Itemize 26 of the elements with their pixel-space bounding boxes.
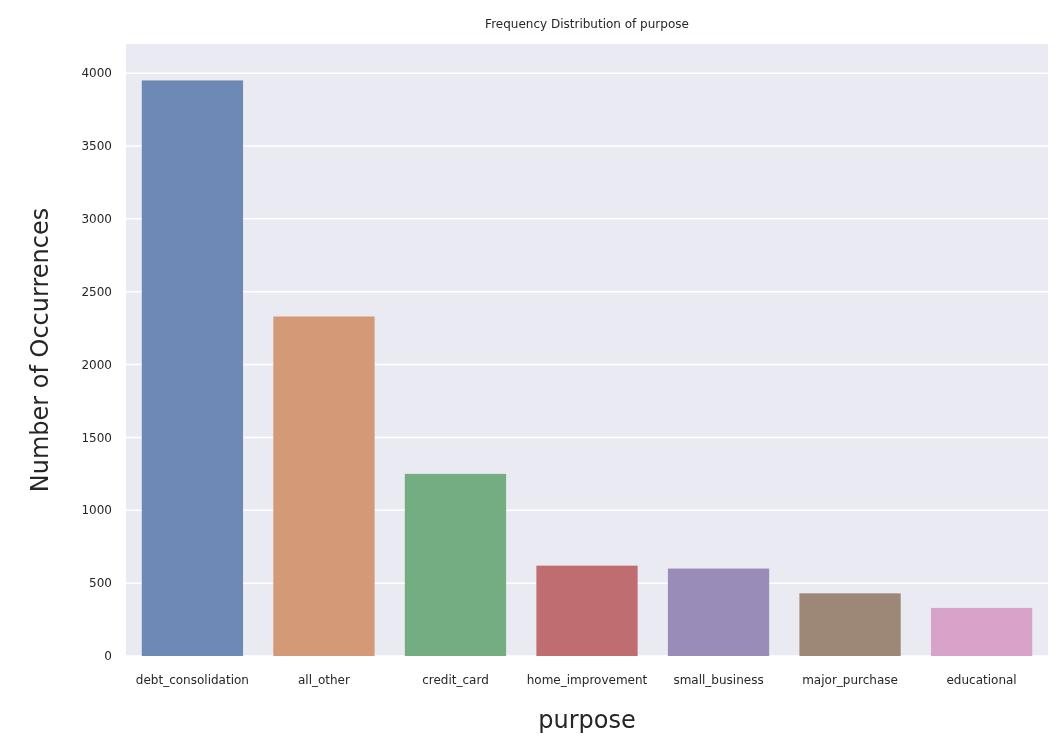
y-tick-label: 1000	[81, 503, 112, 518]
y-tick-label: 0	[104, 649, 112, 664]
y-tick-label: 3000	[81, 212, 112, 227]
bar	[273, 316, 375, 656]
y-tick-label: 1500	[81, 430, 112, 445]
bar	[930, 607, 1033, 656]
x-tick-label: home_improvement	[526, 673, 648, 687]
y-axis-title: Number of Occurrences	[26, 207, 54, 493]
x-tick-label: major_purchase	[802, 673, 898, 687]
x-tick-label: educational	[946, 673, 1017, 687]
bar	[404, 473, 507, 656]
x-axis-title: purpose	[538, 706, 636, 734]
x-tick-label: small_business	[673, 673, 764, 687]
y-tick-label: 500	[89, 576, 112, 591]
bar	[536, 565, 638, 656]
y-tick-label: 2500	[81, 284, 112, 299]
bar	[667, 568, 770, 656]
x-tick-label: debt_consolidation	[135, 673, 249, 687]
bar	[799, 593, 901, 656]
y-tick-label: 4000	[81, 66, 112, 81]
chart-title: Frequency Distribution of purpose	[485, 17, 689, 31]
x-tick-label: credit_card	[422, 673, 489, 687]
y-tick-label: 3500	[81, 139, 112, 154]
y-tick-label: 2000	[81, 357, 112, 372]
x-tick-label: all_other	[297, 673, 350, 687]
bar	[141, 80, 244, 656]
